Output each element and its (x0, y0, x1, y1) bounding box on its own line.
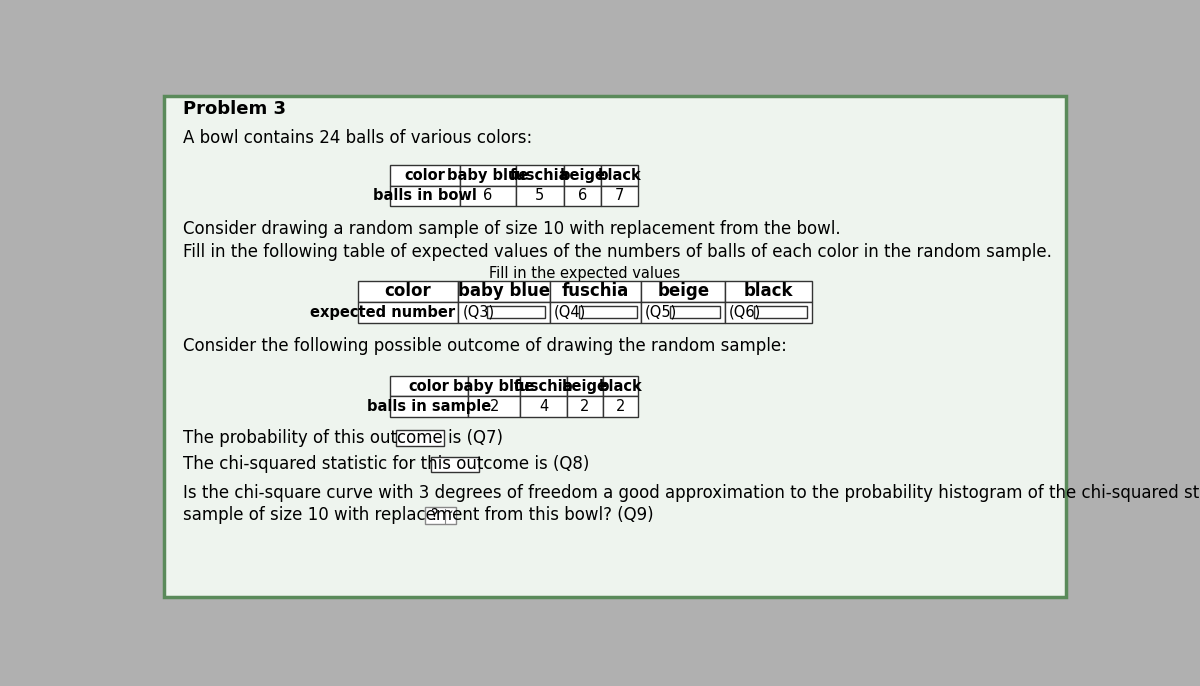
Bar (564, 185, 601, 206)
Bar (396, 430, 444, 446)
Text: The chi-squared statistic for this outcome is (Q8): The chi-squared statistic for this outco… (182, 456, 589, 473)
Text: 2: 2 (490, 399, 499, 414)
Bar (358, 302, 458, 322)
Text: The probability of this outcome is (Q7): The probability of this outcome is (Q7) (182, 429, 503, 447)
Bar (564, 165, 601, 185)
Text: 5: 5 (535, 188, 545, 203)
Bar (521, 377, 566, 397)
Bar (390, 185, 460, 206)
Bar (566, 377, 602, 397)
Bar (725, 302, 812, 322)
Text: black: black (744, 283, 793, 300)
Text: fuschia: fuschia (510, 168, 570, 183)
Bar (390, 165, 460, 185)
Bar (425, 508, 456, 524)
Bar (516, 185, 564, 206)
Text: A bowl contains 24 balls of various colors:: A bowl contains 24 balls of various colo… (182, 129, 532, 147)
Bar (460, 185, 516, 206)
Bar (602, 397, 638, 416)
Bar (641, 302, 725, 322)
Text: balls in sample: balls in sample (367, 399, 491, 414)
Bar (468, 397, 521, 416)
Bar (390, 397, 468, 416)
Bar (641, 281, 725, 302)
Bar (458, 281, 550, 302)
Bar (460, 165, 516, 185)
Bar (521, 397, 566, 416)
Text: black: black (598, 168, 642, 183)
Text: (Q4): (Q4) (553, 305, 586, 320)
Text: (Q5): (Q5) (646, 305, 678, 320)
Text: black: black (599, 379, 642, 394)
Text: 4: 4 (539, 399, 548, 414)
Text: color: color (404, 168, 445, 183)
Bar (468, 377, 521, 397)
Text: Consider the following possible outcome of drawing the random sample:: Consider the following possible outcome … (182, 337, 786, 355)
Text: Is the chi-square curve with 3 degrees of freedom a good approximation to the pr: Is the chi-square curve with 3 degrees o… (182, 484, 1200, 503)
Text: 2: 2 (616, 399, 625, 414)
Text: ˅: ˅ (449, 511, 454, 521)
Text: ?: ? (431, 508, 438, 523)
Text: beige: beige (559, 168, 606, 183)
Text: Problem 3: Problem 3 (182, 100, 286, 118)
FancyBboxPatch shape (164, 96, 1066, 597)
Text: color: color (408, 379, 450, 394)
Text: color: color (385, 283, 432, 300)
Text: expected number: expected number (311, 305, 455, 320)
Text: baby blue: baby blue (458, 283, 551, 300)
Bar (458, 302, 550, 322)
Text: beige: beige (562, 379, 607, 394)
Text: balls in bowl: balls in bowl (373, 188, 478, 203)
Text: 6: 6 (578, 188, 587, 203)
Text: 6: 6 (484, 188, 492, 203)
Bar (754, 306, 808, 318)
Text: Consider drawing a random sample of size 10 with replacement from the bowl.: Consider drawing a random sample of size… (182, 220, 840, 237)
Text: (Q6): (Q6) (728, 305, 761, 320)
Bar (566, 397, 602, 416)
Bar (601, 165, 638, 185)
Text: fuschia: fuschia (562, 283, 629, 300)
Bar (431, 457, 479, 472)
Bar (602, 377, 638, 397)
Text: 2: 2 (580, 399, 589, 414)
Bar (516, 165, 564, 185)
Text: baby blue: baby blue (448, 168, 528, 183)
Bar (670, 306, 720, 318)
Text: fuschia: fuschia (514, 379, 574, 394)
Bar (487, 306, 545, 318)
Text: Fill in the expected values: Fill in the expected values (490, 265, 680, 281)
Bar (390, 377, 468, 397)
Text: (Q3): (Q3) (462, 305, 494, 320)
Bar (550, 302, 641, 322)
Text: sample of size 10 with replacement from this bowl? (Q9): sample of size 10 with replacement from … (182, 506, 653, 524)
Text: baby blue: baby blue (454, 379, 535, 394)
Text: Fill in the following table of expected values of the numbers of balls of each c: Fill in the following table of expected … (182, 243, 1051, 261)
Bar (550, 281, 641, 302)
Bar (725, 281, 812, 302)
Bar (601, 185, 638, 206)
Bar (578, 306, 637, 318)
Bar (358, 281, 458, 302)
Text: beige: beige (658, 283, 709, 300)
Text: 7: 7 (614, 188, 624, 203)
